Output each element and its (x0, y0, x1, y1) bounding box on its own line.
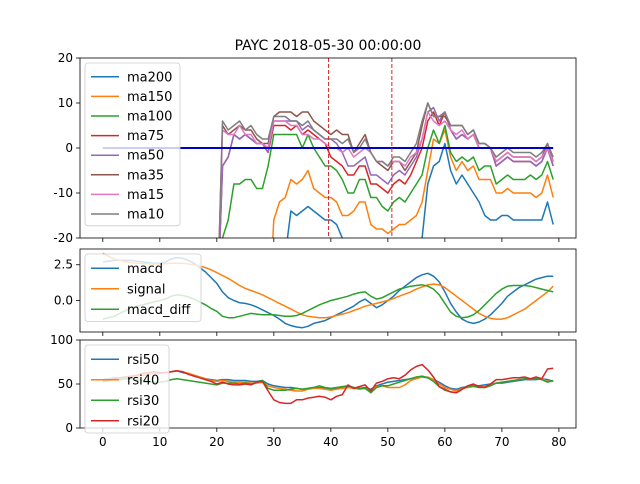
y-tick-label: 50 (58, 377, 73, 391)
y-tick-label: -20 (53, 231, 73, 245)
series-line-ma15 (218, 111, 554, 238)
series-line-ma150 (272, 129, 554, 238)
legend-label-ma35: ma35 (127, 168, 164, 183)
legend-label-ma100: ma100 (127, 110, 172, 125)
legend-1: macd signal macd_diff (84, 253, 202, 322)
legend-box (84, 344, 170, 434)
y-tick-label: -10 (53, 186, 73, 200)
legend-box (84, 253, 202, 322)
legend-label-ma10: ma10 (127, 208, 164, 223)
chart-title: PAYC 2018-05-30 00:00:00 (235, 38, 422, 54)
legend-label-ma50: ma50 (127, 149, 164, 164)
legend-label-rsi50: rsi50 (127, 353, 159, 368)
legend-label-ma150: ma150 (127, 90, 172, 105)
panel-0: -20-1001020ma200ma150ma100ma75ma50ma35ma… (53, 51, 577, 245)
legend-label-macd_diff: macd_diff (127, 303, 191, 318)
panel-1: 2.5 0.0 macd signal macd_diff (54, 248, 577, 336)
x-tick-label: 60 (437, 435, 452, 449)
legend-0: ma200 ma150 ma100 ma75 ma50 ma35 ma15 ma10 (84, 62, 181, 227)
y-tick-label: 10 (58, 96, 73, 110)
legend-label-signal: signal (127, 282, 165, 297)
y-tick-label: 0 (65, 141, 73, 155)
panels-layer: -20-1001020ma200ma150ma100ma75ma50ma35ma… (50, 51, 577, 449)
y-tick-label: 20 (58, 51, 73, 65)
legend-label-rsi20: rsi20 (127, 414, 159, 429)
legend-label-ma200: ma200 (127, 70, 172, 85)
x-tick-label: 70 (494, 435, 509, 449)
x-tick-label: 80 (551, 435, 566, 449)
series-line-ma10 (218, 102, 554, 238)
y-tick-label: 2.5 (54, 258, 73, 272)
x-tick-label: 20 (209, 435, 224, 449)
series-line-ma200 (286, 142, 554, 238)
y-tick-label: 0 (65, 421, 73, 435)
legend-label-ma75: ma75 (127, 129, 164, 144)
legend-label-rsi40: rsi40 (127, 373, 159, 388)
x-tick-label: 50 (380, 435, 395, 449)
y-tick-label: 0.0 (54, 294, 73, 308)
series-line-ma100 (221, 124, 554, 238)
legend-label-ma15: ma15 (127, 188, 164, 203)
legend-label-rsi30: rsi30 (127, 394, 159, 409)
panel-1-frame (79, 248, 577, 333)
panel-2-plot-area (102, 363, 554, 405)
legend-2: rsi50 rsi40 rsi30 rsi20 (84, 344, 170, 434)
x-tick-label: 10 (152, 435, 167, 449)
series-line-rsi30 (102, 375, 554, 394)
x-tick-label: 40 (323, 435, 338, 449)
x-tick-label: 30 (266, 435, 281, 449)
x-tick-label: 0 (99, 435, 107, 449)
legend-box (84, 62, 181, 227)
y-tick-label: 100 (50, 333, 73, 347)
series-line-rsi20 (102, 363, 554, 405)
legend-label-macd: macd (127, 262, 163, 277)
